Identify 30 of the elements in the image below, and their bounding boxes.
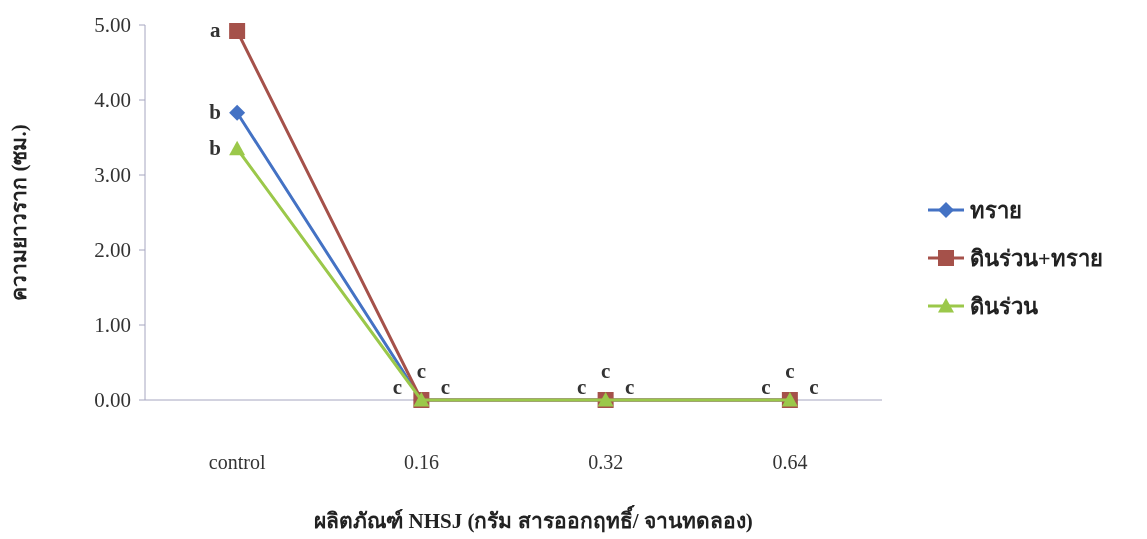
- point: [229, 140, 246, 156]
- legend-label: ดินร่วน+ทราย: [970, 246, 1103, 271]
- y-tick-label: 4.00: [94, 88, 131, 112]
- annotation: c: [416, 359, 427, 383]
- annotation: c: [392, 375, 403, 399]
- legend-label: ดินร่วน: [970, 294, 1038, 319]
- annotation: b: [209, 99, 221, 124]
- annotation: c: [761, 375, 771, 399]
- x-axis-title: ผลิตภัณฑ์ NHSJ (กรัม สารออกฤทธิ์/ จานทดลอง): [314, 505, 753, 533]
- annotation: c: [440, 375, 451, 399]
- y-axis-title: ความยาวราก (ซม.): [7, 124, 31, 301]
- annotation: c: [624, 375, 635, 399]
- x-tick-label: 0.16: [403, 451, 439, 473]
- x-tick-label: control: [208, 451, 266, 473]
- y-tick-label: 3.00: [94, 163, 131, 187]
- annotation: c: [600, 359, 611, 383]
- y-tick-label: 2.00: [94, 238, 131, 262]
- y-tick-label: 0.00: [94, 388, 131, 412]
- legend-label: ทราย: [970, 198, 1022, 223]
- x-tick-label: 0.32: [588, 451, 624, 473]
- annotation: c: [576, 375, 587, 399]
- y-tick-label: 5.00: [94, 13, 131, 37]
- annotation: c: [809, 375, 819, 399]
- x-tick-label: 0.64: [772, 451, 808, 473]
- point: [229, 23, 246, 39]
- point: [229, 104, 246, 121]
- annotation: b: [209, 135, 221, 160]
- annotation: a: [209, 18, 221, 42]
- y-tick-label: 1.00: [94, 313, 131, 337]
- annotation: c: [785, 359, 795, 383]
